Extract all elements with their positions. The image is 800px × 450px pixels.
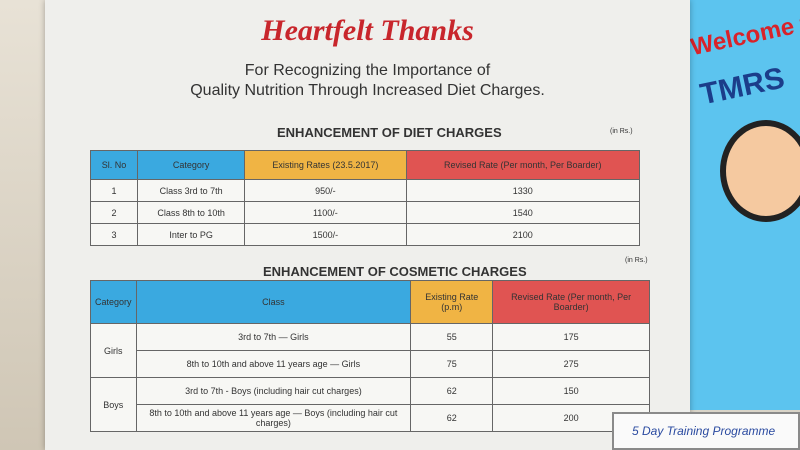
cell: 1100/-: [244, 201, 407, 224]
cell: 1: [90, 179, 138, 202]
subtitle: Quality Nutrition Through Increased Diet…: [190, 82, 545, 99]
row: 3 Inter to PG 1500/- 2100: [90, 223, 641, 246]
header-cell: Sl. No: [90, 150, 138, 180]
header-cell: Category: [90, 280, 137, 324]
header-row: Category Class Existing Rate (p.m) Revised …: [90, 280, 650, 324]
diet-table: Sl. No Category Existing Rates (23.5.2017)…: [90, 150, 641, 246]
cell: Class 8th to 10th: [136, 201, 246, 224]
cell: 3rd to 7th - Boys (including hair cut ch…: [135, 377, 412, 405]
header-cell: Existing Rate (p.m): [410, 280, 494, 324]
title: Heartfelt Thanks: [261, 14, 474, 47]
header-cell: Revised Rate (Per month, Per Boarder): [492, 280, 650, 324]
row: Girls 3rd to 7th — Girls 55 175: [90, 323, 650, 378]
cell: 275: [492, 350, 650, 378]
cosmetic-table: Category Class Existing Rate (p.m) Revised …: [90, 280, 650, 432]
cell: Class 3rd to 7th: [136, 179, 246, 202]
cell: 75: [410, 350, 494, 378]
subtitle: For Recognizing the Importance of: [244, 62, 491, 79]
row: 2 Class 8th to 10th 1100/- 1540: [90, 201, 641, 224]
cell: 950/-: [244, 179, 407, 202]
header-row: Sl. No Category Existing Rates (23.5.2017)…: [90, 150, 641, 180]
diet-title: ENHANCEMENT OF DIET CHARGES: [277, 125, 502, 140]
cell: 55: [410, 323, 494, 351]
unit: (in Rs.): [610, 128, 633, 135]
cell: 1500/-: [244, 223, 407, 246]
cell: 1540: [405, 201, 641, 224]
whiteboard-note: 5 Day Training Programme: [612, 412, 800, 450]
cell: 2: [90, 201, 138, 224]
cell: 175: [492, 323, 650, 351]
cell: 2100: [405, 223, 641, 246]
left-poster: [0, 0, 50, 450]
side-poster: Welcome t TMRS: [690, 0, 800, 410]
header-cell: Category: [136, 150, 246, 180]
row: 8th to 10th and above 11 years age — Boy…: [91, 404, 650, 432]
cosmetic-title: ENHANCEMENT OF COSMETIC CHARGES: [263, 264, 527, 279]
row: 8th to 10th and above 11 years age — Gir…: [91, 350, 650, 378]
cell: 3rd to 7th — Girls: [135, 323, 412, 351]
header-cell: Revised Rate (Per month, Per Boarder): [405, 150, 641, 180]
group-cell: Boys: [90, 377, 137, 432]
cell: 62: [410, 377, 494, 405]
cell: Inter to PG: [136, 223, 246, 246]
welcome-text: Welcome t: [690, 9, 800, 62]
cell: 1330: [405, 179, 641, 202]
unit: (in Rs.): [625, 257, 648, 264]
cartoon: [720, 120, 800, 222]
row: 1 Class 3rd to 7th 950/- 1330: [90, 179, 641, 202]
cell: 8th to 10th and above 11 years age — Gir…: [135, 350, 412, 378]
group-cell: Girls: [90, 323, 137, 378]
header-cell: Class: [135, 280, 412, 324]
cell: 150: [492, 377, 650, 405]
header-cell: Existing Rates (23.5.2017): [244, 150, 407, 180]
row: Boys 3rd to 7th - Boys (including hair cu…: [90, 377, 650, 432]
school-name: TMRS: [697, 61, 788, 112]
cell: 8th to 10th and above 11 years age — Boy…: [135, 404, 412, 432]
cell: 3: [90, 223, 138, 246]
cell: 62: [410, 404, 494, 432]
banner: Heartfelt Thanks For Recognizing the Imp…: [45, 0, 690, 450]
